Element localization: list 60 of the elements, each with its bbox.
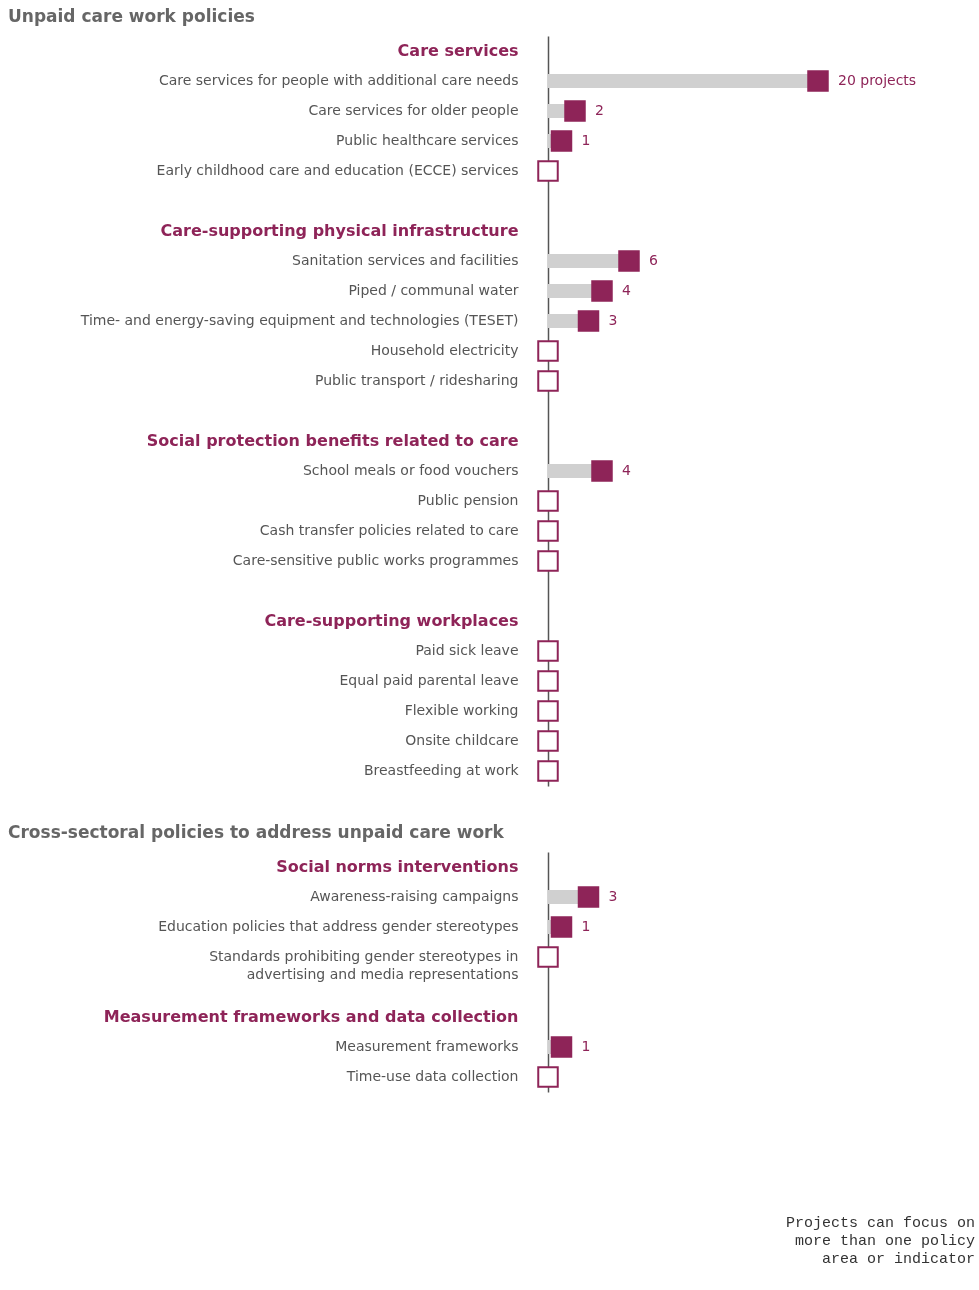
y-tick-label: Public pension [417,492,519,508]
y-tick-label: Awareness-raising campaigns [310,888,519,904]
point [591,460,613,482]
y-tick-label: Time- and energy-saving equipment and technologies (TESET) [79,312,519,328]
y-tick-label: Sanitation services and facilities [292,252,519,268]
y-tick-label: Onsite childcare [405,732,519,748]
point [807,70,829,92]
data-label: 4 [622,282,631,298]
y-tick-label: Public healthcare services [336,132,519,148]
point [537,550,559,572]
y-tick-label: Care services [397,41,519,60]
data-label: 3 [608,312,618,328]
data-label: 4 [622,462,631,478]
point [537,160,559,182]
point [564,100,586,122]
text: Projects can focus on more than one policy area or indicator [784,1215,975,1269]
y-tick-label: Household electricity [370,342,519,358]
y-tick-label: Care-supporting physical infrastructure [160,221,519,240]
point [537,340,559,362]
y-tick-label: Public transport / ridesharing [315,372,519,388]
y-tick-label: Equal paid parental leave [339,672,519,688]
y-tick-label: Cash transfer policies related to care [259,522,519,538]
y-tick-label: Care-supporting workplaces [264,611,519,630]
data-label: 6 [649,252,658,268]
point [618,250,640,272]
point [537,760,559,782]
y-tick-label: Early childhood care and education (ECCE) services [156,162,519,178]
data-label: 1 [581,1038,591,1054]
y-tick-label: Breastfeeding at work [363,762,520,778]
point [577,310,600,332]
point [537,370,559,392]
y-tick-label: Piped / communal water [348,282,519,298]
y-tick-label: Education policies that address gender stereotypes [158,918,519,934]
y-tick-label: Care-sensitive public works programmes [232,552,519,568]
text: Unpaid care work policies [8,6,255,26]
y-tick-label: Care services for people with additional care needs [158,72,519,88]
y-tick-label: Time-use data collection [345,1068,519,1084]
y-tick-label: School meals or food vouchers [302,462,519,478]
y-tick-label: Social protection benefits related to care [146,431,519,450]
point [537,730,559,752]
data-label: 1 [581,918,591,934]
point [537,490,559,512]
point [550,130,573,152]
y-tick-label: Measurement frameworks and data collection [103,1007,519,1026]
y-tick-label: Care services for older people [308,102,519,118]
data-label: 3 [608,888,618,904]
data-label: 2 [595,102,604,118]
y-tick-label: Measurement frameworks [335,1038,519,1054]
data-label: 20 projects [838,72,917,88]
point [537,640,559,662]
text: Cross-sectoral policies to address unpaid care work [8,822,505,842]
data-label: 1 [581,132,591,148]
point [537,700,559,722]
y-tick-label: Paid sick leave [415,642,519,658]
point [591,280,613,302]
point [537,520,559,542]
point [537,670,559,692]
y-tick-label: Flexible working [404,702,519,718]
y-tick-label: Standards prohibiting gender stereotypes in advertising and media representations [209,948,519,982]
y-tick-label: Social norms interventions [276,857,519,876]
